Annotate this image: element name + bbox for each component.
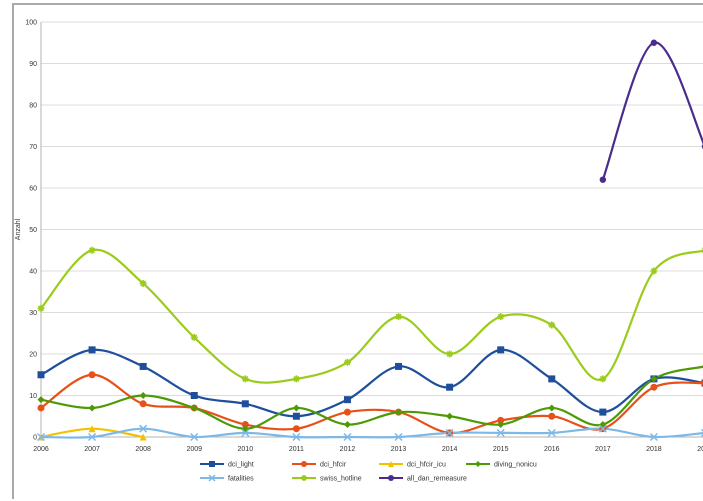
x-tick-label: 2014	[442, 446, 458, 453]
data-point-diving_nonicu	[344, 421, 351, 428]
data-point-dci_light	[38, 371, 45, 378]
data-point-dci_light	[89, 346, 96, 353]
legend-label: dci_hfcir_icu	[407, 462, 446, 469]
y-tick-label: 90	[29, 61, 37, 68]
data-point-swiss_hotline	[242, 375, 249, 382]
x-tick-label: 2011	[289, 446, 304, 453]
grid-lines	[41, 22, 703, 437]
data-point-swiss_hotline	[293, 375, 300, 382]
legend-label: all_dan_remeasure	[407, 476, 467, 483]
data-point-diving_nonicu	[89, 404, 96, 411]
y-tick-label: 20	[29, 352, 37, 359]
legend-item-dci_light: dci_light	[200, 461, 254, 469]
x-tick-label: 2010	[238, 446, 254, 453]
x-tick-label: 2008	[135, 446, 151, 453]
y-tick-label: 60	[29, 186, 37, 193]
series-markers	[38, 40, 703, 441]
x-tick-label: 2017	[595, 446, 611, 453]
data-point-dci_light	[497, 346, 504, 353]
y-tick-label: 10	[29, 393, 37, 400]
legend: dci_light dci_hfcir dci_hfcir_icu diving_no…	[200, 461, 537, 483]
data-point-dci_hfcir	[140, 400, 147, 407]
legend-item-fatalities: fatalities	[200, 475, 254, 483]
legend-label: swiss_hotline	[320, 476, 362, 483]
legend-item-diving_nonicu: diving_nonicu	[466, 461, 537, 469]
data-point-all_dan_remeasure	[600, 177, 606, 183]
y-tick-label: 70	[29, 144, 37, 151]
series-line-diving_nonicu	[41, 366, 703, 428]
legend-label: fatalities	[228, 476, 254, 483]
y-tick-label: 40	[29, 269, 37, 276]
x-tick-label: 2019	[697, 446, 703, 453]
y-tick-label: 30	[29, 310, 37, 317]
data-point-dci_hfcir	[293, 425, 300, 432]
x-tick-label: 2009	[186, 446, 202, 453]
y-tick-label: 100	[25, 20, 37, 27]
data-point-dci_light	[293, 413, 300, 420]
legend-label: dci_light	[228, 462, 254, 469]
legend-marker	[388, 475, 394, 481]
legend-label: diving_nonicu	[494, 462, 537, 469]
data-point-diving_nonicu	[446, 413, 453, 420]
legend-marker	[301, 461, 307, 467]
legend-marker	[209, 461, 215, 467]
y-tick-label: 50	[29, 227, 37, 234]
x-tick-label: 2012	[340, 446, 356, 453]
x-tick-label: 2013	[391, 446, 407, 453]
y-tick-label: 0	[33, 435, 37, 442]
x-tick-label: 2018	[646, 446, 662, 453]
data-point-dci_hfcir	[344, 409, 351, 416]
data-point-swiss_hotline	[497, 313, 504, 320]
data-point-diving_nonicu	[38, 396, 45, 403]
x-tick-label: 2007	[84, 446, 100, 453]
data-point-dci_light	[242, 400, 249, 407]
x-tick-label: 2015	[493, 446, 509, 453]
data-point-swiss_hotline	[38, 305, 45, 312]
data-point-dci_light	[140, 363, 147, 370]
x-tick-label: 2006	[33, 446, 49, 453]
data-point-dci_hfcir	[548, 413, 555, 420]
data-point-dci_hfcir	[89, 371, 96, 378]
legend-label: dci_hfcir	[320, 462, 347, 469]
data-point-dci_light	[191, 392, 198, 399]
data-point-diving_nonicu	[140, 392, 147, 399]
data-point-dci_light	[344, 396, 351, 403]
data-point-diving_nonicu	[548, 404, 555, 411]
data-point-dci_light	[548, 375, 555, 382]
y-axis-label: Anzahl	[15, 218, 22, 240]
legend-item-all_dan_remeasure: all_dan_remeasure	[379, 475, 467, 483]
legend-marker	[475, 461, 481, 467]
legend-marker	[301, 475, 307, 481]
legend-item-dci_hfcir: dci_hfcir	[292, 461, 347, 469]
series-line-dci_light	[41, 350, 703, 417]
data-point-dci_light	[599, 409, 606, 416]
data-point-dci_hfcir	[38, 404, 45, 411]
legend-item-dci_hfcir_icu: dci_hfcir_icu	[379, 461, 446, 469]
data-point-dci_hfcir	[650, 384, 657, 391]
x-axis: 2006 2007 2008 2009 2010 2011 2012 2013 2014 2015…	[33, 437, 703, 453]
data-point-swiss_hotline	[446, 351, 453, 358]
data-point-swiss_hotline	[395, 313, 402, 320]
series-line-swiss_hotline	[41, 250, 703, 383]
data-point-dci_light	[395, 363, 402, 370]
data-point-diving_nonicu	[293, 404, 300, 411]
data-point-dci_light	[446, 384, 453, 391]
data-point-all_dan_remeasure	[651, 40, 657, 46]
legend-item-swiss_hotline: swiss_hotline	[292, 475, 362, 483]
y-tick-label: 80	[29, 103, 37, 110]
data-point-swiss_hotline	[89, 247, 96, 254]
x-tick-label: 2016	[544, 446, 560, 453]
